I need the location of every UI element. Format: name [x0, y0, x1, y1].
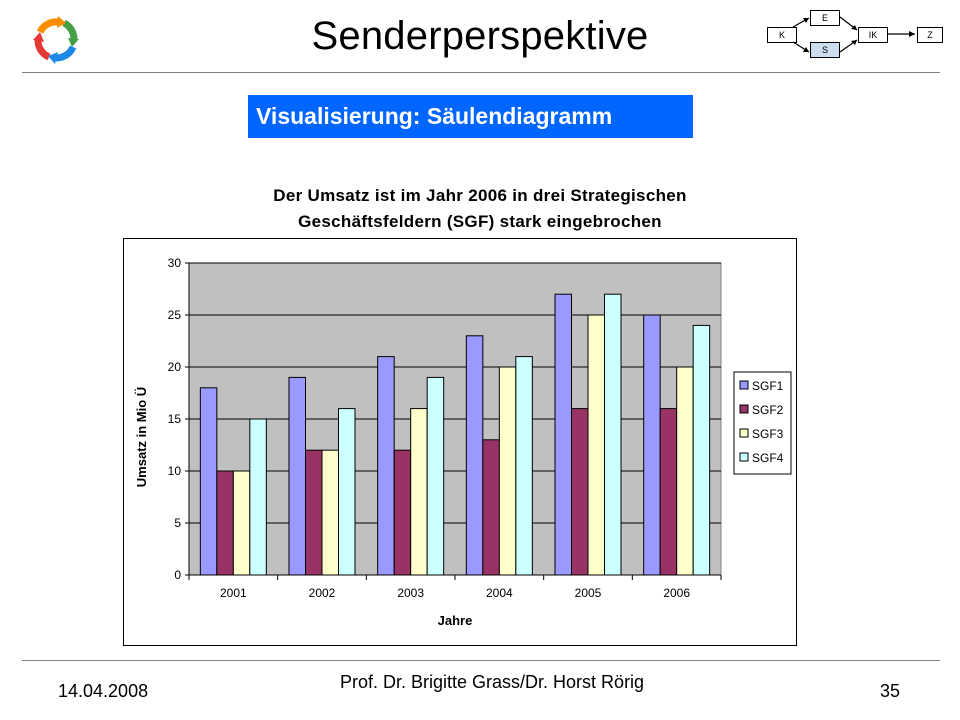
- bar-sgf4-2006: [692, 324, 711, 576]
- bar-sgf1-2001: [199, 387, 218, 576]
- header-divider: [22, 72, 940, 73]
- legend-swatch-sgf2: [739, 404, 749, 414]
- mini-box-z: Z: [917, 27, 943, 43]
- legend-swatch-sgf4: [739, 452, 749, 462]
- legend-label-sgf1: SGF1: [752, 379, 784, 393]
- mini-box-e: E: [810, 10, 840, 26]
- x-tick-label: 2005: [575, 586, 602, 600]
- mini-arrows-icon: [792, 16, 915, 53]
- x-tick-label: 2006: [663, 586, 690, 600]
- legend-label-sgf3: SGF3: [752, 427, 784, 441]
- y-tick-label: 30: [168, 256, 182, 270]
- bar-sgf4-2001: [249, 418, 267, 576]
- y-tick-label: 20: [168, 360, 182, 374]
- bar-sgf2-2004: [482, 439, 500, 576]
- bar-sgf3-2002: [321, 449, 339, 576]
- legend-swatch-sgf1: [739, 380, 749, 390]
- cycle-logo-icon: [33, 16, 79, 64]
- bar-sgf2-2006: [659, 408, 678, 576]
- bar-sgf3-2003: [410, 408, 428, 576]
- mini-box-k: K: [767, 27, 797, 43]
- bar-sgf2-2002: [305, 449, 323, 576]
- x-tick-label: 2003: [397, 586, 424, 600]
- bar-sgf4-2002: [338, 408, 356, 576]
- x-tick-label: 2004: [486, 586, 513, 600]
- mini-box-s: S: [810, 42, 840, 58]
- bar-sgf4-2004: [515, 356, 533, 576]
- legend-label-sgf4: SGF4: [752, 451, 784, 465]
- footer-divider: [22, 660, 940, 661]
- y-tick-label: 5: [174, 516, 181, 530]
- x-axis-title: Jahre: [438, 613, 473, 628]
- bar-sgf3-2006: [676, 366, 694, 576]
- legend-label-sgf2: SGF2: [752, 403, 784, 417]
- bar-sgf4-2003: [426, 376, 445, 576]
- page-number: 35: [880, 681, 901, 701]
- y-tick-label: 25: [168, 308, 182, 322]
- headline-line-2: Geschäftsfeldern (SGF) stark eingebroche…: [298, 212, 662, 231]
- bar-sgf1-2005: [554, 293, 572, 576]
- section-label: Visualisierung: Säulendiagramm: [248, 95, 693, 138]
- bar-sgf1-2003: [377, 356, 395, 576]
- bar-sgf3-2005: [587, 314, 605, 576]
- bar-sgf1-2002: [288, 376, 306, 576]
- bar-sgf2-2003: [393, 449, 412, 576]
- y-axis-title: Umsatz in Mio Ü: [134, 387, 149, 487]
- mini-box-ik: IK: [858, 27, 888, 43]
- y-tick-label: 15: [168, 412, 182, 426]
- y-tick-label: 0: [174, 568, 181, 582]
- bar-sgf1-2006: [643, 314, 661, 576]
- headline-line-1: Der Umsatz ist im Jahr 2006 in drei Stra…: [273, 186, 687, 205]
- bar-sgf4-2005: [604, 293, 622, 576]
- bar-sgf2-2005: [571, 408, 589, 576]
- process-mini-diagram: E K S IK Z: [765, 8, 945, 68]
- footer-authors: Prof. Dr. Brigitte Grass/Dr. Horst Rörig: [340, 672, 645, 692]
- y-tick-label: 10: [168, 464, 182, 478]
- bar-sgf3-2004: [498, 366, 517, 576]
- bar-sgf2-2001: [216, 470, 234, 576]
- x-tick-label: 2002: [309, 586, 336, 600]
- footer-date: 14.04.2008: [58, 681, 149, 701]
- bar-sgf3-2001: [232, 470, 251, 576]
- page-title: Senderperspektive: [311, 14, 649, 58]
- chart-frame: 0 5 10 15 20 25 30 2001 2002 2003 2004 2005 2006 Jahr…: [123, 238, 797, 646]
- x-tick-label: 2001: [220, 586, 247, 600]
- legend-swatch-sgf3: [739, 428, 749, 438]
- bar-chart: 0 5 10 15 20 25 30 2001 2002 2003 2004 2005 2006 Jahr…: [134, 256, 792, 628]
- chart-headline: Der Umsatz ist im Jahr 2006 in drei Stra…: [160, 183, 800, 235]
- bar-sgf1-2004: [465, 335, 484, 576]
